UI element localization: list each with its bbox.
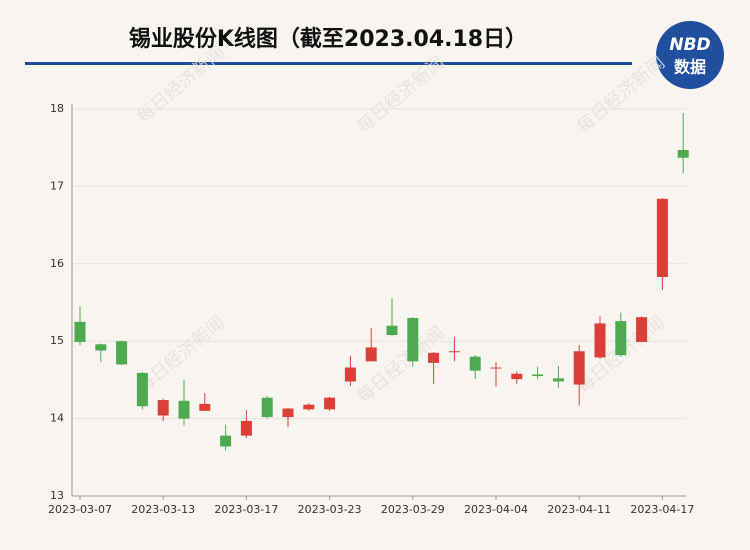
logo-text: NBD [669,35,710,55]
candle-body [157,400,169,416]
y-tick-label: 16 [50,257,64,270]
candle-body [469,356,481,371]
candle-body [261,397,273,418]
chart-title: 锡业股份K线图（截至2023.04.18日） [129,26,527,52]
candle-body [95,344,107,351]
candle-body [303,404,315,410]
x-tick-label: 2023-04-17 [630,503,694,516]
candle-body [656,198,668,277]
candle-body [116,341,128,365]
candle-body [594,323,606,358]
candle-body [552,378,564,382]
x-tick-label: 2023-03-23 [298,503,362,516]
candle-body [532,374,544,377]
candle-body [386,325,398,336]
candle-body [220,435,232,447]
candle-body [615,321,627,356]
candle-body [240,420,252,436]
y-tick-label: 18 [50,102,64,115]
candle-body [282,408,294,418]
logo [656,21,724,89]
candle-body [490,367,502,369]
candle-body [365,347,377,362]
candle-body [407,317,419,362]
y-tick-label: 13 [50,489,64,502]
candle-body [199,403,211,411]
candle-body [428,352,440,363]
x-tick-label: 2023-03-13 [131,503,195,516]
x-tick-label: 2023-03-17 [214,503,278,516]
x-tick-label: 2023-03-29 [381,503,445,516]
y-tick-label: 15 [50,334,64,347]
candle-body [511,373,523,380]
candle-body [448,351,460,353]
candle-body [573,351,585,385]
candle-body [324,397,336,410]
candle-body [74,321,86,342]
y-tick-label: 17 [50,179,64,192]
candle-body [677,150,689,158]
candle-body [178,400,190,419]
y-tick-label: 14 [50,412,64,425]
logo-text: 数据 [674,58,706,77]
x-tick-label: 2023-04-04 [464,503,528,516]
title-rule [25,62,632,65]
candle-body [136,372,148,407]
x-tick-label: 2023-03-07 [48,503,112,516]
x-tick-label: 2023-04-11 [547,503,611,516]
candle-body [344,367,356,382]
candle-body [636,317,648,342]
